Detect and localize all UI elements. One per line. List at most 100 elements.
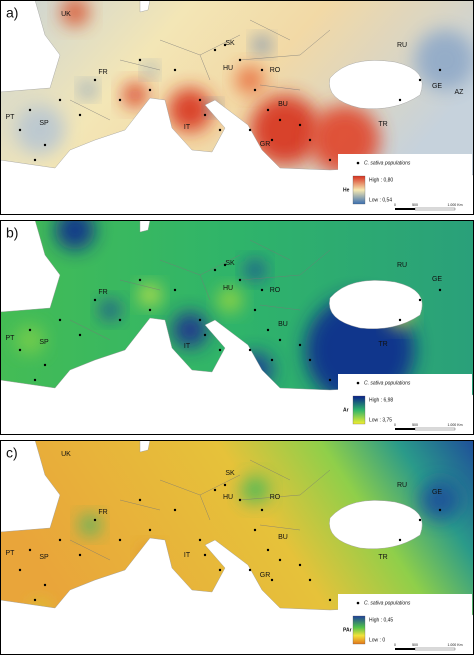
population-dot <box>18 568 22 572</box>
population-dot <box>223 483 227 487</box>
hotspot <box>250 95 320 165</box>
hotspot <box>218 288 242 312</box>
scale-bar-black <box>395 208 415 210</box>
population-dot <box>308 578 312 582</box>
hotspot <box>168 88 212 132</box>
map-content: FR SK HU RO RU GE PT SP IT BU TR b) C. sativa popula… <box>0 220 474 435</box>
population-dot <box>253 308 257 312</box>
borders <box>69 239 331 341</box>
country-label: RO <box>270 494 281 501</box>
scale-label: 0 <box>394 643 396 647</box>
scale-bar-white <box>414 427 456 431</box>
population-dot <box>138 58 142 62</box>
country-label: AZ <box>455 89 465 96</box>
scale-label: 500 <box>412 423 418 427</box>
legend-high: High : 0,45 <box>369 617 393 623</box>
legend-low: Low : 0,54 <box>369 197 392 203</box>
population-dot <box>248 348 252 352</box>
hotspot <box>140 285 160 305</box>
sea <box>139 0 151 13</box>
population-dot <box>93 518 97 522</box>
country-label: FR <box>98 509 107 516</box>
population-dot <box>148 88 152 92</box>
sea <box>0 0 61 93</box>
sea <box>0 220 61 313</box>
country-label: GR <box>260 141 271 148</box>
borders <box>69 19 331 121</box>
population-dot <box>223 43 227 47</box>
country-label: GE <box>432 276 442 283</box>
scale-bar-white <box>414 647 456 651</box>
population-dot <box>138 278 142 282</box>
population-dot <box>173 68 177 72</box>
hotspot <box>415 30 474 90</box>
scale-bar-black <box>395 648 415 650</box>
population-dot <box>218 568 222 572</box>
population-dot <box>298 563 302 567</box>
sea <box>329 60 423 109</box>
country-label: IT <box>184 124 191 131</box>
hotspot <box>16 326 44 354</box>
country-label: SK <box>225 260 235 267</box>
legend-dot <box>356 381 360 385</box>
population-dot <box>33 598 37 602</box>
population-dot <box>253 88 257 92</box>
country-label: IT <box>184 552 191 559</box>
scale-label: 500 <box>412 203 418 207</box>
population-dot <box>78 553 82 557</box>
scale-bar-black <box>395 428 415 430</box>
population-dot <box>33 158 37 162</box>
population-dot <box>438 508 442 512</box>
country-label: RO <box>270 67 281 74</box>
population-dot <box>203 113 207 117</box>
legend-ramp <box>352 175 366 205</box>
hotspot <box>15 105 65 155</box>
population-dot <box>28 548 32 552</box>
panel-label: a) <box>6 5 18 21</box>
legend-populations: C. sativa populations <box>364 160 411 166</box>
country-label: TR <box>378 121 387 128</box>
map-panel: UK FR SK HU RO RU GE PT SP IT BU GR TR c) C. sativa po… <box>0 440 474 655</box>
country-label: HU <box>223 285 233 292</box>
population-dot <box>438 68 442 72</box>
country-label: GE <box>432 83 442 90</box>
variable-name: PAr <box>343 627 352 633</box>
hotspot <box>144 64 156 76</box>
scale-label: 1.000 Km <box>448 203 463 207</box>
country-label: FR <box>98 69 107 76</box>
hotspot <box>420 480 460 520</box>
population-dot <box>278 118 282 122</box>
population-dot <box>266 328 270 332</box>
sea <box>0 440 61 533</box>
hotspot <box>245 260 265 280</box>
population-dot <box>28 328 32 332</box>
variable-name: He <box>343 187 350 193</box>
country-label: RU <box>397 42 407 49</box>
population-dot <box>270 138 274 142</box>
country-label: SP <box>39 120 49 127</box>
population-dot <box>203 333 207 337</box>
population-dot <box>43 363 47 367</box>
population-dot <box>418 518 422 522</box>
hotspot <box>236 66 264 94</box>
hotspot <box>100 300 120 320</box>
country-label: HU <box>223 65 233 72</box>
country-label: SK <box>225 40 235 47</box>
population-dot <box>223 263 227 267</box>
scale-label: 0 <box>394 423 396 427</box>
population-dot <box>270 358 274 362</box>
population-dot <box>278 558 282 562</box>
panel-label: c) <box>6 445 18 461</box>
population-dot <box>93 78 97 82</box>
country-label: UK <box>61 11 71 18</box>
population-dot <box>398 98 402 102</box>
country-label: PT <box>6 114 16 121</box>
population-dot <box>138 498 142 502</box>
legend-low: Low : 0 <box>369 637 385 643</box>
population-dot <box>148 528 152 532</box>
population-dot <box>58 318 62 322</box>
population-dot <box>308 138 312 142</box>
population-dot <box>43 143 47 147</box>
population-dot <box>78 333 82 337</box>
population-dot <box>213 488 217 492</box>
